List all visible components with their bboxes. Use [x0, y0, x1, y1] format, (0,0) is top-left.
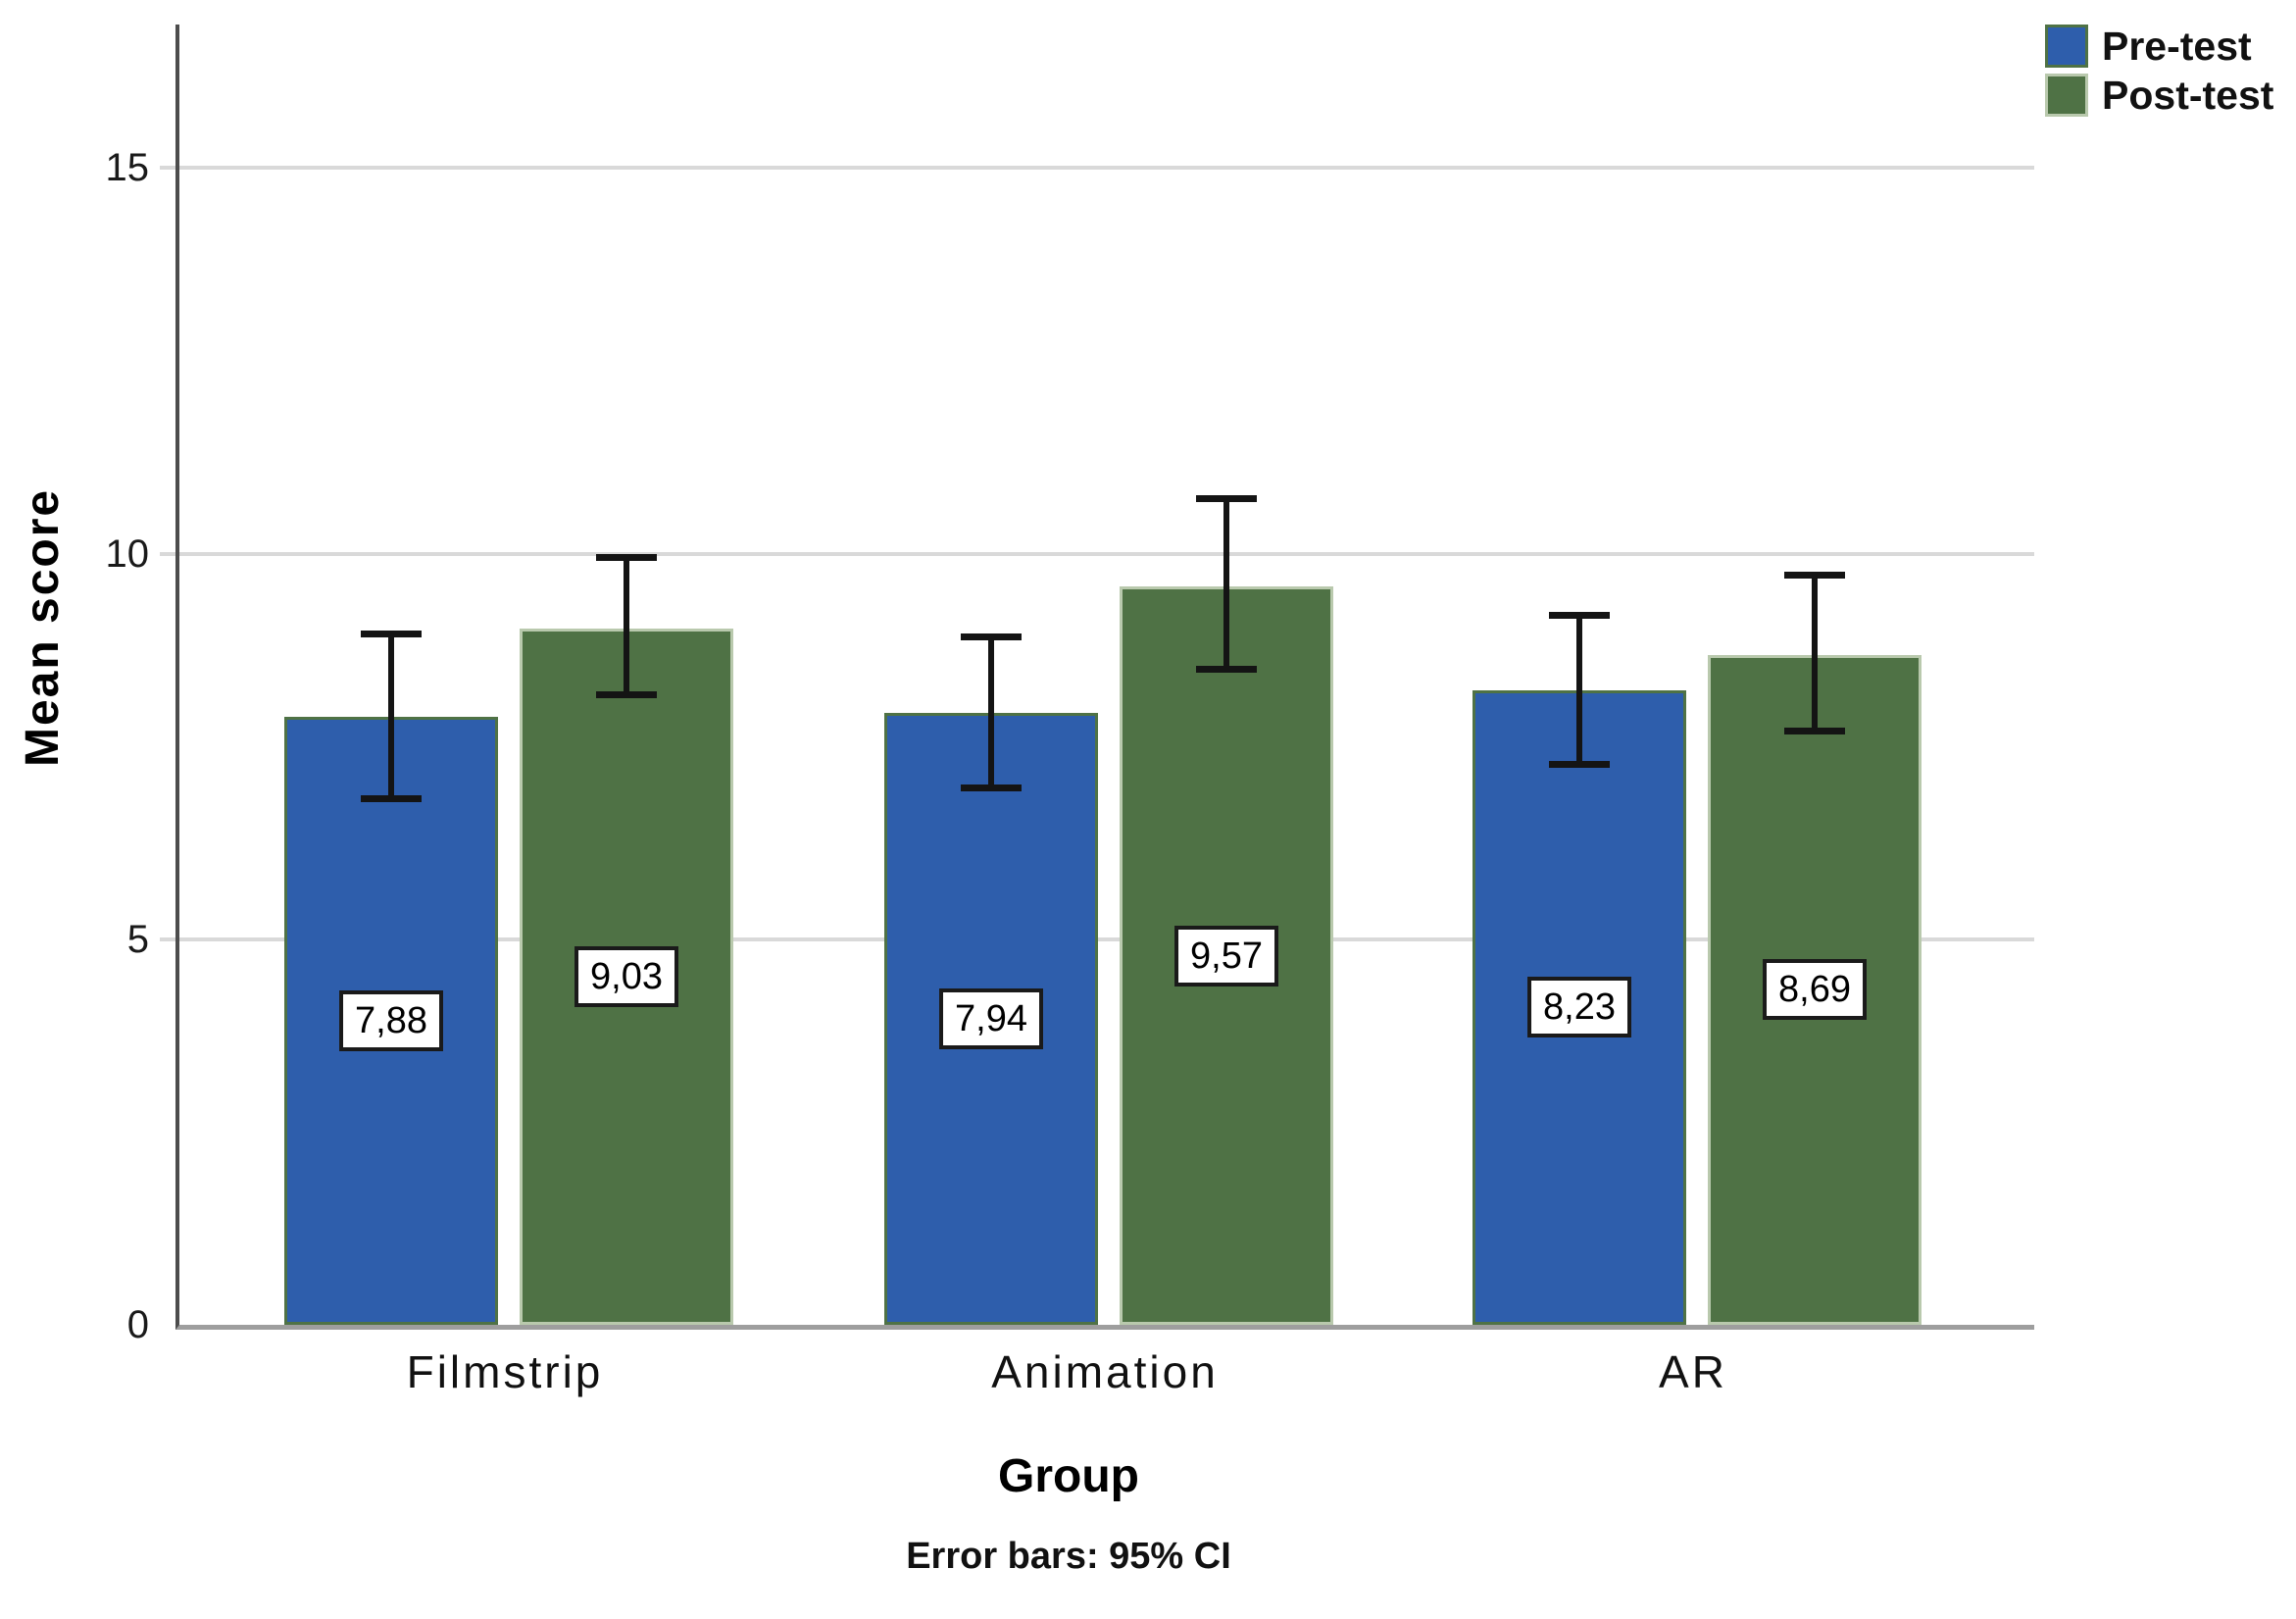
y-axis-title: Mean score [17, 487, 69, 768]
legend-label-post-test: Post-test [2102, 72, 2274, 118]
error-bar-post-test-filmstrip [596, 553, 657, 699]
x-tick-label-filmstrip: Filmstrip [406, 1346, 604, 1397]
y-tick-mark-5 [160, 936, 175, 941]
error-bar-cap-top [1196, 494, 1257, 502]
error-bar-pre-test-filmstrip [361, 631, 422, 802]
bar-pre-test-ar [1472, 689, 1686, 1325]
error-bar-cap-top [361, 631, 422, 638]
error-bar-cap-bottom [961, 784, 1022, 791]
x-axis-title: Group [998, 1450, 1139, 1502]
y-tick-label-5: 5 [126, 917, 149, 961]
value-label-pre-test-ar: 8,23 [1527, 977, 1631, 1038]
value-label-post-test-ar: 8,69 [1763, 959, 1867, 1021]
value-label-pre-test-animation: 7,94 [939, 987, 1043, 1049]
error-bars-note: Error bars: 95% CI [906, 1536, 1231, 1577]
error-bar-line [624, 553, 629, 699]
error-bar-cap-bottom [1196, 665, 1257, 673]
x-tick-label-ar: AR [1659, 1346, 1727, 1397]
plot-area: 7,88 7,94 8,23 9,03 9,57 8,69 [160, 25, 2034, 1330]
x-tick-label-animation: Animation [991, 1346, 1219, 1397]
legend-item-post-test: Post-test [2045, 71, 2273, 120]
error-bar-line [1812, 571, 1818, 735]
gridline-10 [179, 551, 2034, 556]
legend-item-pre-test: Pre-test [2045, 22, 2273, 71]
value-label-pre-test-filmstrip: 7,88 [339, 990, 443, 1052]
error-bar-cap-bottom [1784, 728, 1845, 735]
error-bar-cap-bottom [361, 794, 422, 802]
error-bar-line [1223, 494, 1229, 673]
error-bar-cap-top [1784, 571, 1845, 579]
error-bar-post-test-animation [1196, 494, 1257, 673]
error-bar-pre-test-ar [1549, 611, 1610, 769]
value-label-post-test-animation: 9,57 [1174, 925, 1278, 987]
y-tick-mark-15 [160, 166, 175, 171]
error-bar-line [388, 631, 394, 802]
legend-label-pre-test: Pre-test [2102, 23, 2252, 69]
error-bar-cap-bottom [596, 691, 657, 699]
legend-swatch-post-test [2045, 74, 2088, 117]
y-tick-label-15: 15 [105, 146, 150, 190]
error-bar-cap-top [961, 632, 1022, 640]
y-tick-label-10: 10 [105, 531, 150, 576]
error-bar-cap-top [1549, 611, 1610, 619]
error-bar-pre-test-animation [961, 632, 1022, 791]
error-bar-line [1576, 611, 1582, 769]
error-bar-cap-top [596, 553, 657, 561]
y-tick-label-0: 0 [126, 1303, 149, 1346]
error-bar-cap-bottom [1549, 761, 1610, 769]
error-bar-line [988, 632, 994, 791]
legend-swatch-pre-test [2045, 25, 2088, 68]
value-label-post-test-filmstrip: 9,03 [574, 945, 678, 1007]
gridline-5 [179, 936, 2034, 941]
y-tick-mark-10 [160, 551, 175, 556]
error-bar-post-test-ar [1784, 571, 1845, 735]
gridline-15 [179, 166, 2034, 171]
legend: Pre-test Post-test [2045, 22, 2273, 120]
